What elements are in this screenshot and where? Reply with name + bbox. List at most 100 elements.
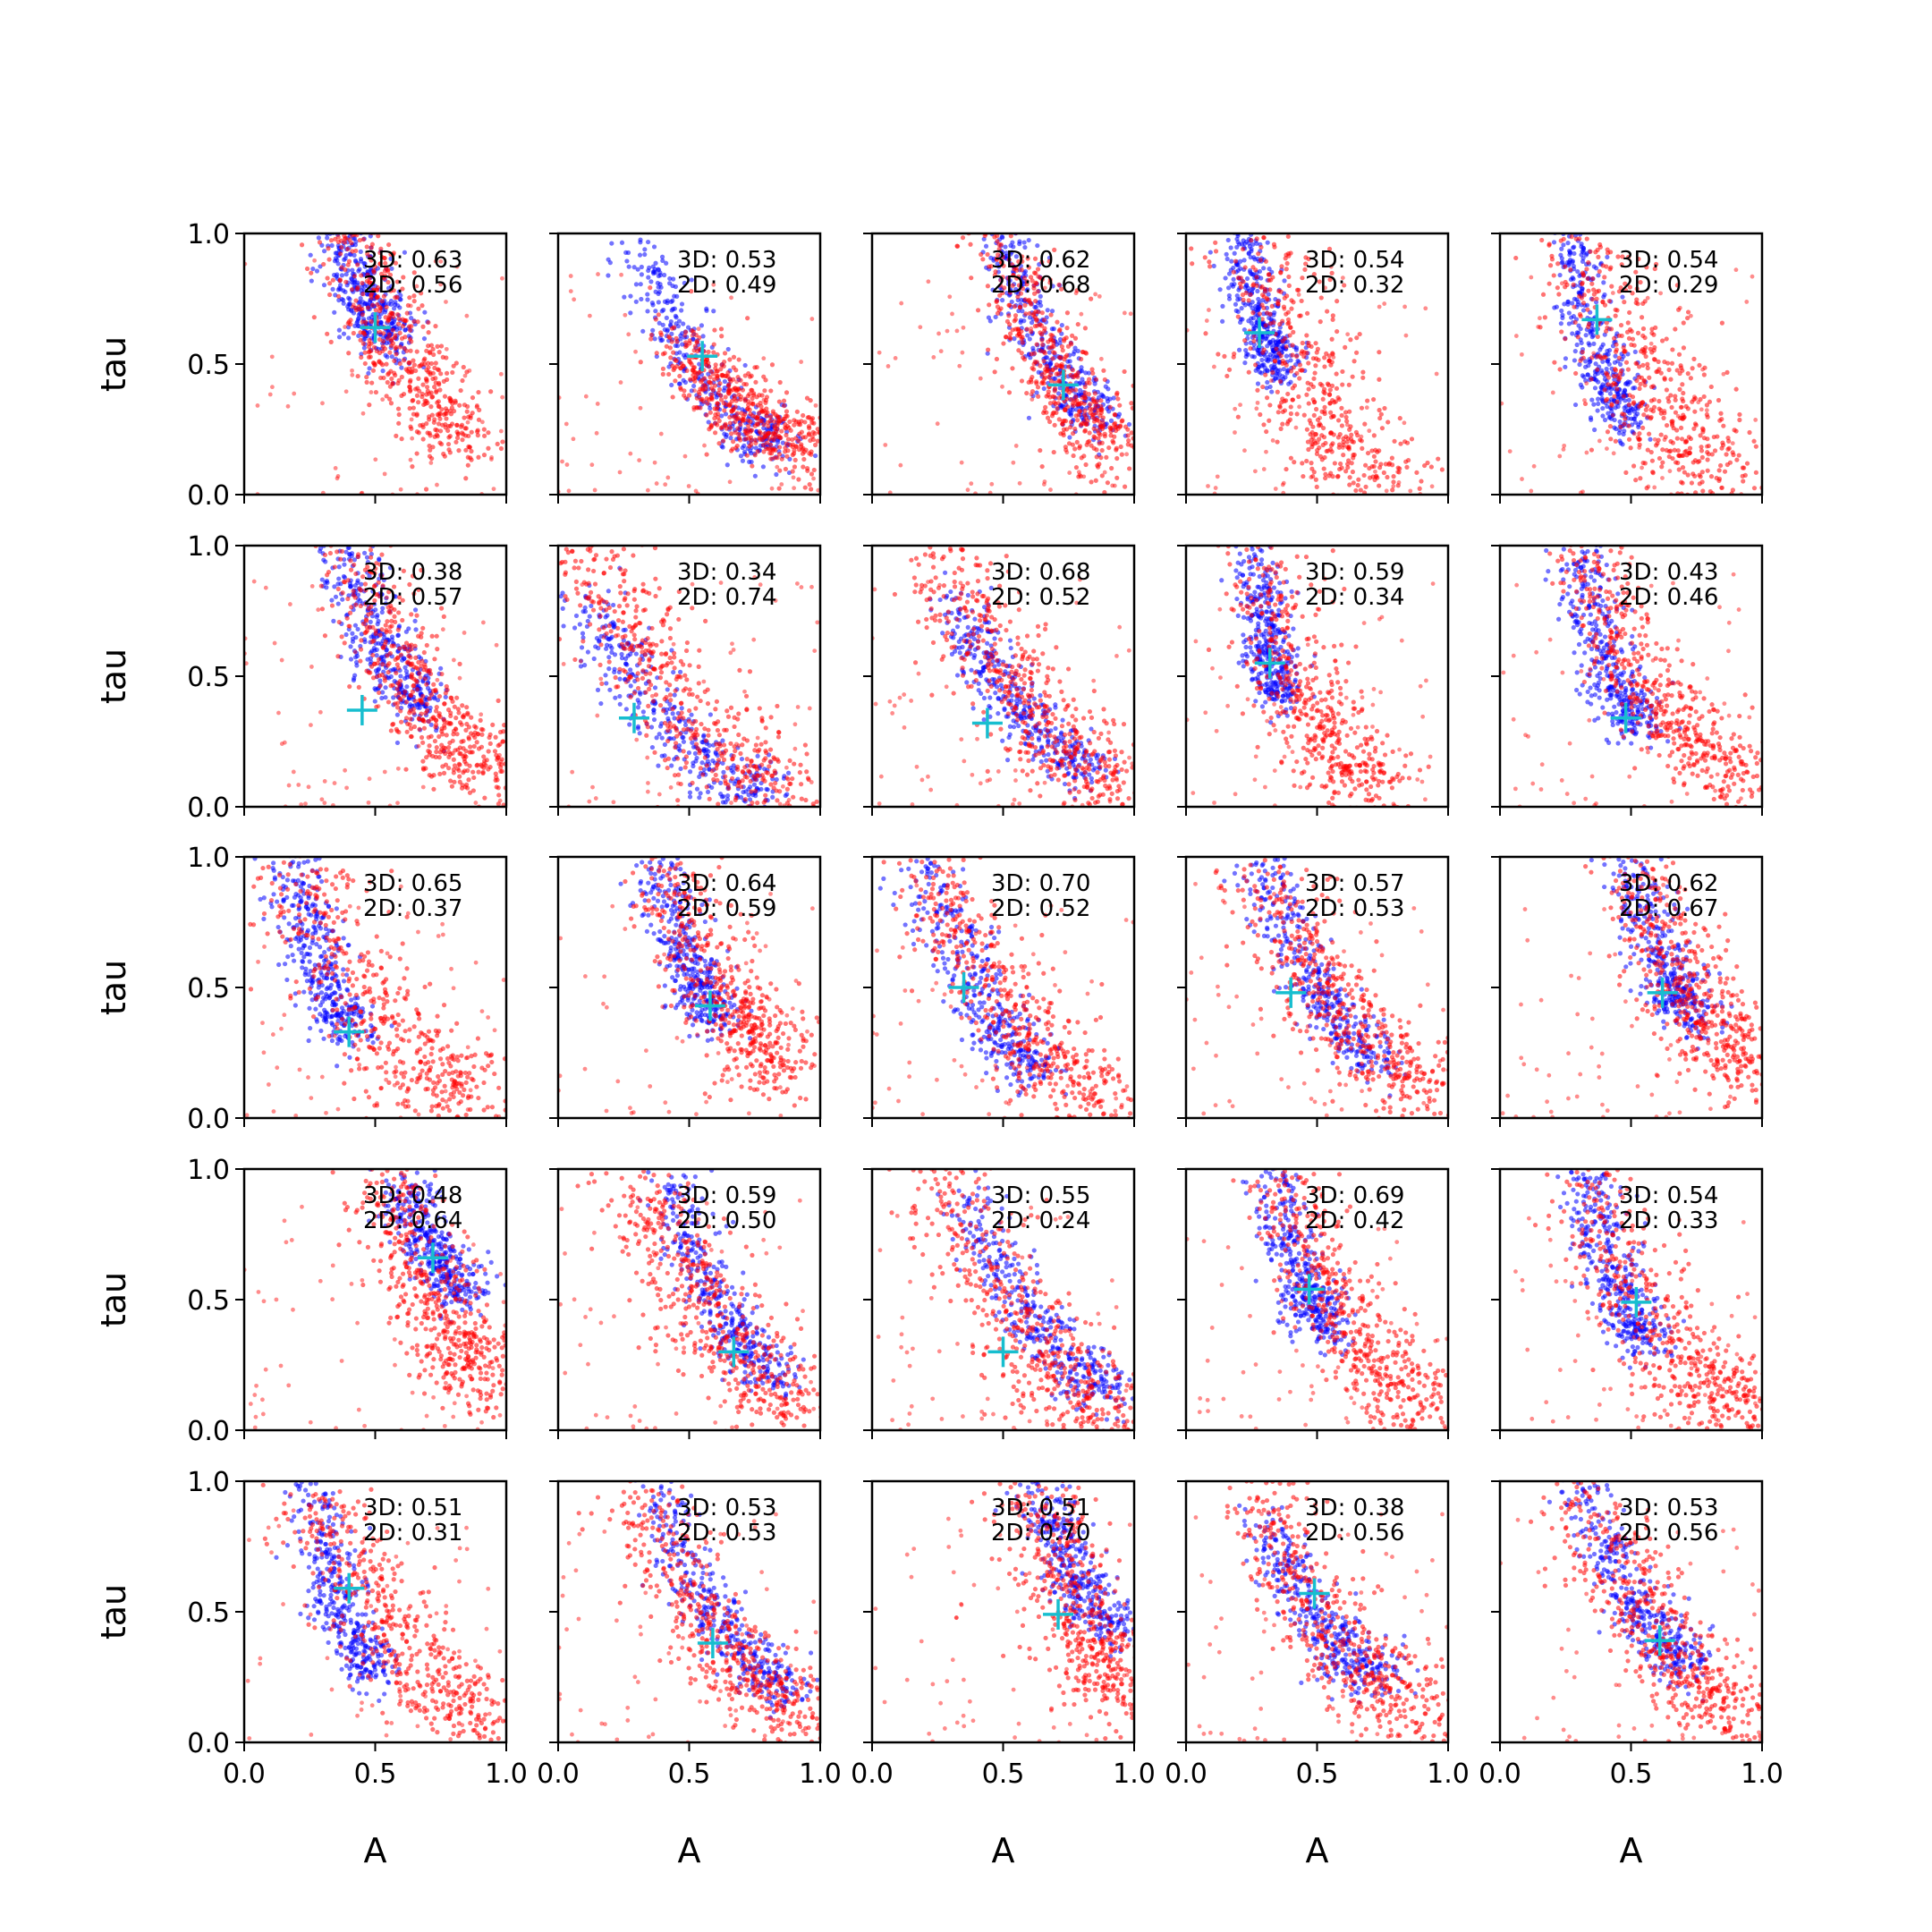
red-point bbox=[1299, 351, 1304, 356]
red-point bbox=[421, 358, 427, 363]
red-point bbox=[1687, 445, 1693, 451]
red-point bbox=[663, 482, 668, 487]
red-point bbox=[428, 433, 433, 438]
red-point bbox=[1125, 433, 1131, 438]
red-point bbox=[1065, 404, 1071, 410]
red-point bbox=[1347, 482, 1352, 487]
red-point bbox=[1068, 372, 1073, 378]
blue-point bbox=[1605, 254, 1610, 260]
red-point bbox=[420, 324, 426, 329]
red-point bbox=[784, 409, 790, 414]
red-point bbox=[1335, 418, 1342, 423]
red-point bbox=[796, 477, 801, 482]
red-point bbox=[1429, 484, 1435, 489]
blue-point bbox=[1571, 314, 1577, 319]
red-point bbox=[783, 466, 788, 472]
red-point bbox=[1563, 284, 1568, 290]
red-point bbox=[1248, 345, 1253, 352]
red-point bbox=[1605, 247, 1610, 252]
red-point bbox=[1306, 256, 1311, 262]
red-point bbox=[1619, 262, 1624, 267]
red-point bbox=[761, 422, 767, 428]
red-point bbox=[1277, 321, 1283, 327]
red-point bbox=[1652, 344, 1657, 351]
red-point bbox=[1042, 408, 1047, 413]
blue-point bbox=[639, 272, 644, 277]
blue-point bbox=[723, 411, 729, 417]
red-point bbox=[1053, 401, 1058, 406]
red-point bbox=[785, 436, 792, 442]
red-point bbox=[1653, 325, 1658, 330]
red-point bbox=[761, 397, 767, 402]
red-point bbox=[1291, 365, 1296, 370]
red-point bbox=[703, 386, 708, 392]
blue-point bbox=[362, 261, 368, 267]
red-point bbox=[1390, 487, 1395, 493]
blue-point bbox=[606, 273, 611, 278]
red-point bbox=[1314, 484, 1319, 490]
red-point bbox=[1608, 436, 1614, 442]
blue-point bbox=[676, 318, 682, 324]
red-point bbox=[1733, 386, 1739, 392]
blue-point bbox=[741, 449, 748, 454]
red-point bbox=[1631, 463, 1637, 469]
red-point bbox=[401, 275, 406, 280]
red-point bbox=[1671, 426, 1676, 431]
blue-point bbox=[1030, 394, 1036, 399]
red-point bbox=[1328, 264, 1334, 269]
red-point bbox=[718, 326, 724, 332]
red-point bbox=[1676, 467, 1682, 472]
red-point bbox=[386, 332, 392, 337]
red-point bbox=[424, 378, 429, 385]
red-point bbox=[1626, 423, 1631, 428]
blue-point bbox=[679, 301, 685, 307]
red-point bbox=[1301, 353, 1307, 360]
red-point bbox=[1063, 419, 1069, 424]
blue-point bbox=[681, 321, 686, 326]
red-point bbox=[623, 312, 628, 318]
red-point bbox=[460, 377, 465, 384]
blue-point bbox=[352, 252, 357, 258]
blue-point bbox=[1587, 360, 1592, 365]
red-point bbox=[1365, 398, 1370, 403]
red-point bbox=[1242, 265, 1248, 270]
red-point bbox=[1600, 299, 1606, 304]
blue-point bbox=[1266, 354, 1271, 360]
blue-point bbox=[708, 405, 713, 411]
red-point bbox=[1089, 296, 1094, 301]
red-point bbox=[689, 289, 694, 294]
red-point bbox=[729, 398, 735, 404]
blue-point bbox=[321, 249, 327, 254]
red-point bbox=[415, 386, 420, 391]
red-point bbox=[1584, 450, 1589, 455]
blue-point bbox=[619, 240, 625, 245]
red-point bbox=[1286, 274, 1292, 280]
red-point bbox=[1314, 451, 1320, 456]
red-point bbox=[1645, 365, 1650, 371]
red-point bbox=[1042, 285, 1047, 291]
red-point bbox=[899, 301, 904, 306]
red-point bbox=[761, 356, 767, 361]
red-point bbox=[388, 401, 394, 406]
red-point bbox=[361, 330, 367, 335]
red-point bbox=[1330, 351, 1335, 356]
annotation-2d: 2D: 0.29 bbox=[1619, 272, 1718, 299]
blue-point bbox=[1035, 242, 1040, 249]
red-point bbox=[435, 434, 440, 439]
red-point bbox=[669, 339, 674, 344]
red-point bbox=[1259, 317, 1265, 322]
red-point bbox=[1343, 414, 1349, 420]
red-point bbox=[960, 350, 965, 355]
red-point bbox=[1323, 285, 1327, 291]
red-point bbox=[1629, 328, 1634, 335]
red-point bbox=[1300, 340, 1305, 346]
red-point bbox=[1041, 318, 1047, 323]
red-point bbox=[1604, 264, 1609, 269]
red-point bbox=[1678, 404, 1684, 410]
red-point bbox=[451, 363, 456, 369]
red-point bbox=[372, 264, 377, 269]
red-point bbox=[1047, 394, 1053, 400]
red-point bbox=[392, 358, 397, 364]
red-point bbox=[1213, 486, 1218, 490]
